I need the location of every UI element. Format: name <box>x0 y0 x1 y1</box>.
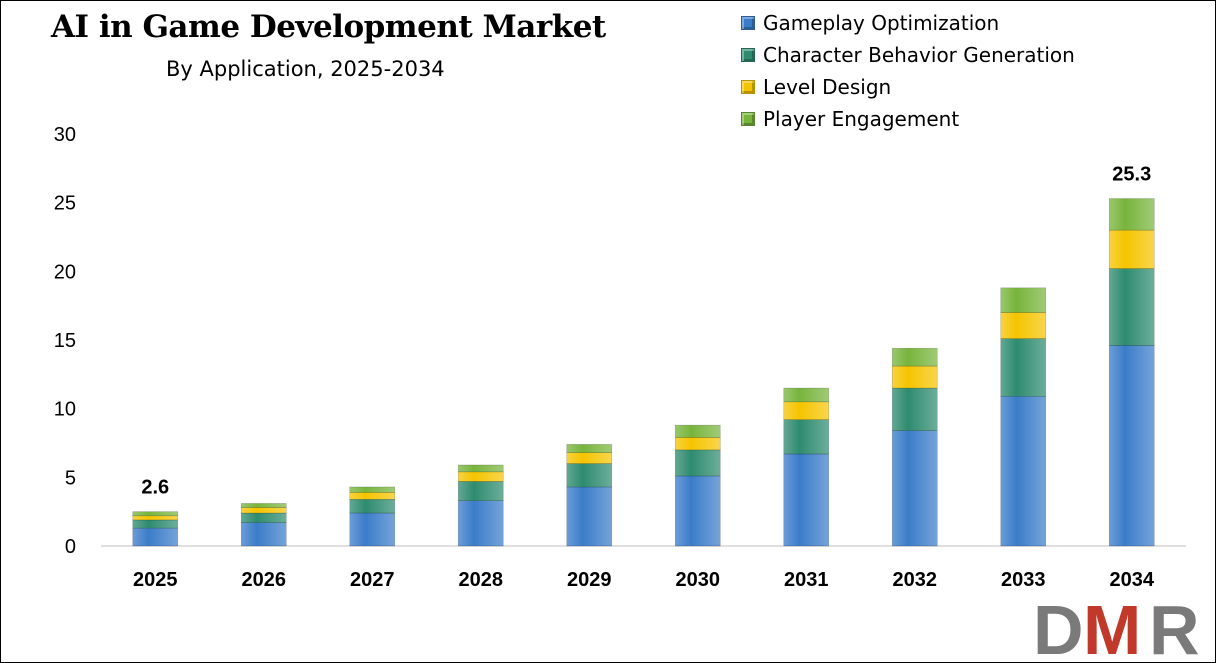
bar-segment-level-design-2025 <box>132 515 179 521</box>
bar-segment-player-engagement-2029 <box>566 444 613 453</box>
legend-label-gameplay-optimization: Gameplay Optimization <box>763 11 1000 35</box>
logo-letter-m: M <box>1083 594 1141 660</box>
y-tick-label: 25 <box>54 193 76 215</box>
y-tick-label: 15 <box>54 330 76 352</box>
bar-segment-character-behavior-generation-2028 <box>457 481 504 501</box>
x-tick-label-2027: 2027 <box>350 569 395 591</box>
legend-swatch-level-design <box>741 80 755 94</box>
bar-segment-gameplay-optimization-2031 <box>783 453 830 547</box>
bar-segment-player-engagement-2028 <box>457 464 504 473</box>
chart-title: AI in Game Development Market <box>51 9 606 45</box>
bar-segment-gameplay-optimization-2028 <box>457 500 504 547</box>
legend-item-gameplay-optimization: Gameplay Optimization <box>741 7 1075 39</box>
bar-segment-player-engagement-2025 <box>132 511 179 517</box>
bar-segment-gameplay-optimization-2030 <box>674 475 721 547</box>
data-label-2025: 2.6 <box>141 477 169 499</box>
dmr-logo: D M R <box>1033 594 1200 660</box>
bar-segment-level-design-2027 <box>349 492 396 500</box>
x-tick-label-2032: 2032 <box>893 569 938 591</box>
y-tick-label: 30 <box>54 124 76 146</box>
bar-segment-character-behavior-generation-2032 <box>891 387 938 431</box>
bar-segment-level-design-2028 <box>457 471 504 482</box>
bar-segment-player-engagement-2034 <box>1108 198 1155 231</box>
bar-segment-gameplay-optimization-2033 <box>1000 396 1047 547</box>
legend-label-level-design: Level Design <box>763 75 892 99</box>
chart-subtitle: By Application, 2025-2034 <box>166 57 445 81</box>
y-tick-label: 20 <box>54 261 76 283</box>
bar-segment-character-behavior-generation-2033 <box>1000 338 1047 397</box>
logo-letter-d: D <box>1033 594 1084 660</box>
bar-segment-character-behavior-generation-2025 <box>132 519 179 529</box>
bar-segment-gameplay-optimization-2034 <box>1108 345 1155 547</box>
x-tick-label-2031: 2031 <box>784 569 829 591</box>
bar-segment-character-behavior-generation-2026 <box>240 512 287 523</box>
bar-segment-level-design-2031 <box>783 401 830 420</box>
bar-segment-player-engagement-2031 <box>783 387 830 403</box>
x-tick-label-2025: 2025 <box>133 569 178 591</box>
bar-segment-gameplay-optimization-2025 <box>132 527 179 547</box>
x-tick-label-2028: 2028 <box>459 569 504 591</box>
x-tick-label-2030: 2030 <box>676 569 721 591</box>
bar-segment-player-engagement-2033 <box>1000 287 1047 313</box>
y-tick-label: 5 <box>65 467 76 489</box>
bar-segment-level-design-2034 <box>1108 229 1155 269</box>
bar-segment-level-design-2029 <box>566 452 613 464</box>
bar-segment-character-behavior-generation-2029 <box>566 463 613 488</box>
legend-swatch-gameplay-optimization <box>741 16 755 30</box>
x-tick-label-2026: 2026 <box>242 569 287 591</box>
bar-segment-player-engagement-2030 <box>674 424 721 438</box>
y-tick-label: 0 <box>65 536 76 558</box>
x-tick-label-2029: 2029 <box>567 569 612 591</box>
bar-segment-level-design-2032 <box>891 365 938 389</box>
bar-segment-character-behavior-generation-2027 <box>349 499 396 514</box>
bar-segment-level-design-2026 <box>240 507 287 514</box>
logo-letter-r: R <box>1149 594 1200 660</box>
bar-segment-character-behavior-generation-2034 <box>1108 268 1155 346</box>
bar-segment-player-engagement-2026 <box>240 503 287 508</box>
legend-swatch-player-engagement <box>741 112 755 126</box>
legend-label-character-behavior-generation: Character Behavior Generation <box>763 43 1075 67</box>
x-tick-label-2033: 2033 <box>1001 569 1046 591</box>
bar-segment-character-behavior-generation-2030 <box>674 449 721 477</box>
bar-segment-gameplay-optimization-2026 <box>240 522 287 547</box>
legend-label-player-engagement: Player Engagement <box>763 107 960 131</box>
legend-item-level-design: Level Design <box>741 71 1075 103</box>
bar-segment-gameplay-optimization-2029 <box>566 486 613 547</box>
bar-segment-level-design-2033 <box>1000 312 1047 339</box>
x-tick-label-2034: 2034 <box>1110 569 1155 591</box>
legend: Gameplay Optimization Character Behavior… <box>741 7 1075 135</box>
legend-item-character-behavior-generation: Character Behavior Generation <box>741 39 1075 71</box>
bar-segment-player-engagement-2032 <box>891 347 938 367</box>
bar-segment-gameplay-optimization-2032 <box>891 430 938 547</box>
bar-segment-player-engagement-2027 <box>349 486 396 493</box>
data-label-2034: 25.3 <box>1112 164 1151 186</box>
y-tick-label: 10 <box>54 399 76 421</box>
legend-swatch-character-behavior-generation <box>741 48 755 62</box>
bar-segment-level-design-2030 <box>674 437 721 451</box>
bar-segment-character-behavior-generation-2031 <box>783 419 830 455</box>
bar-segment-gameplay-optimization-2027 <box>349 512 396 547</box>
legend-item-player-engagement: Player Engagement <box>741 103 1075 135</box>
